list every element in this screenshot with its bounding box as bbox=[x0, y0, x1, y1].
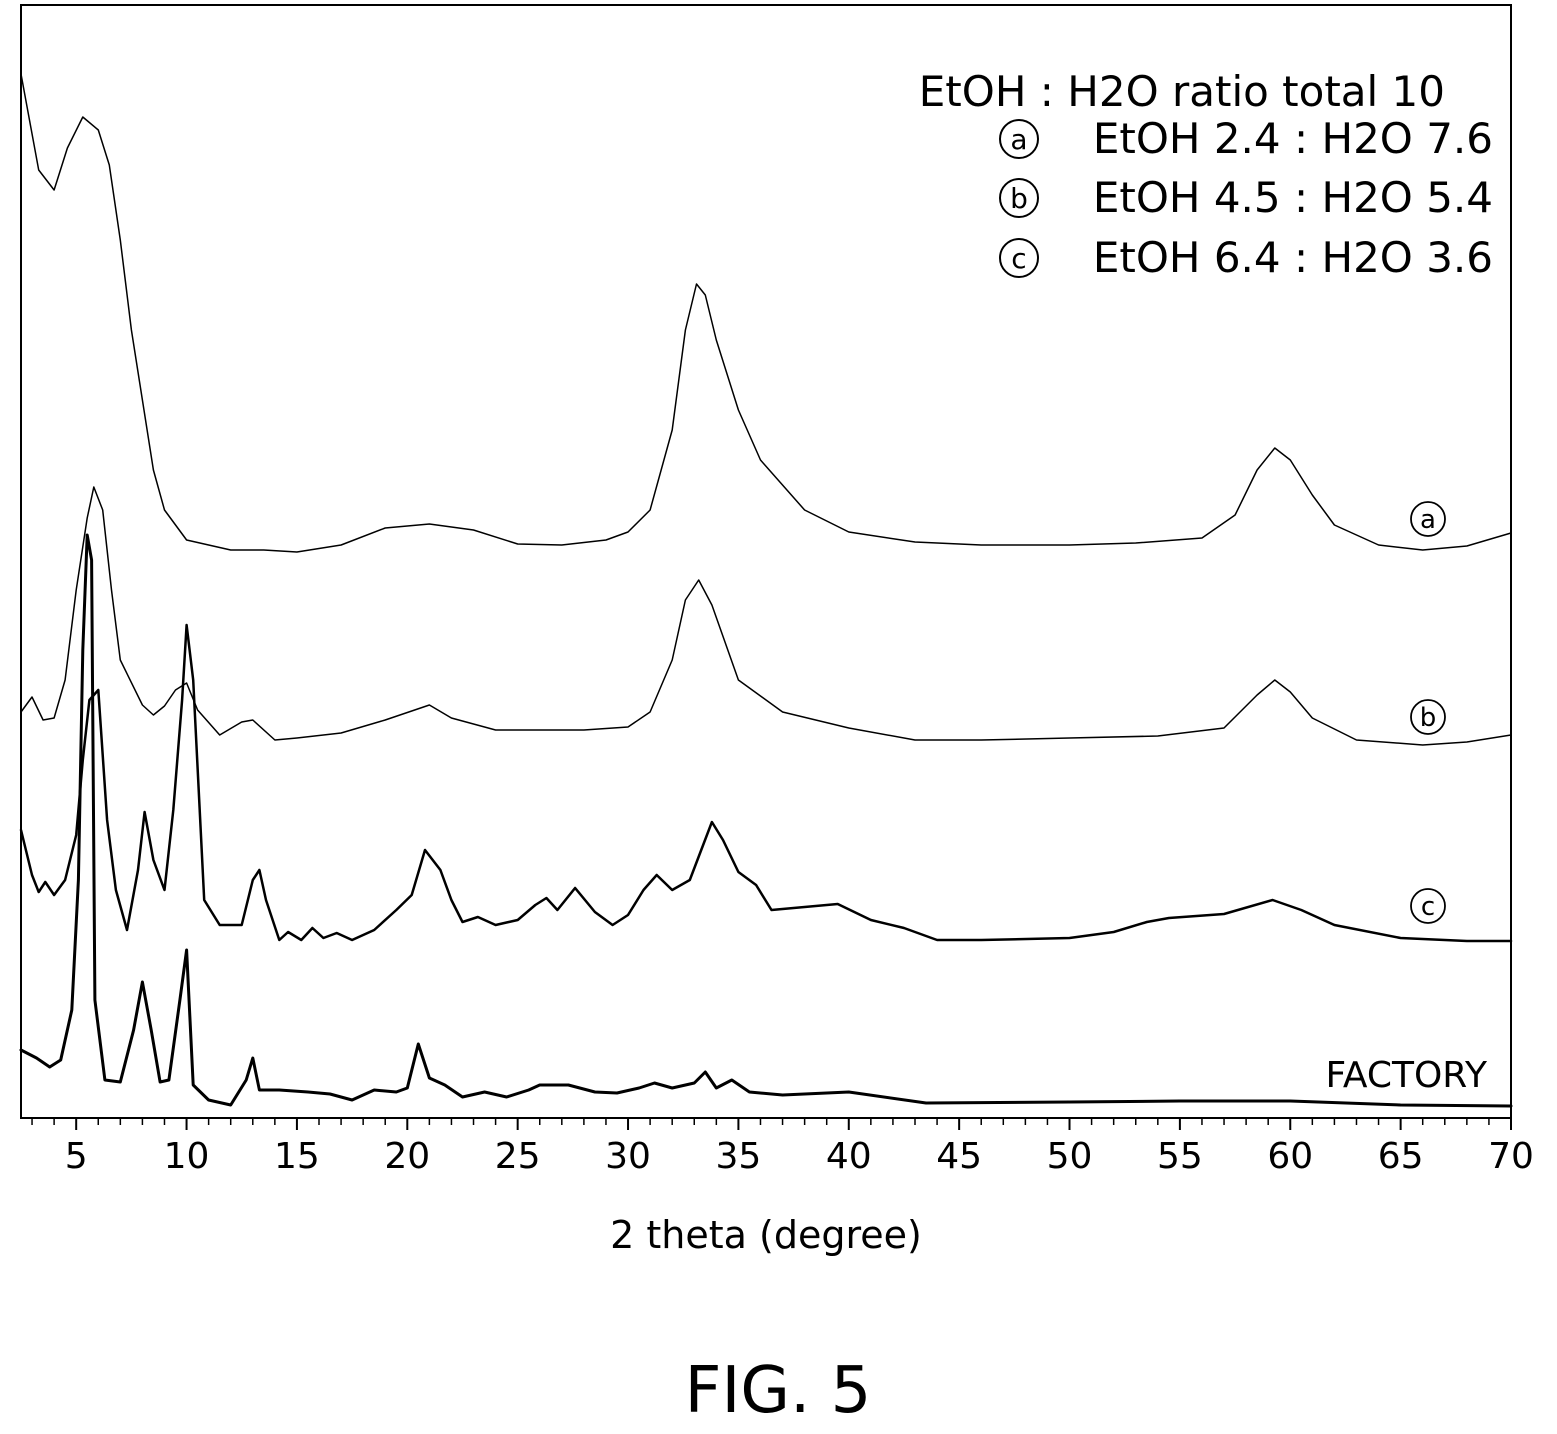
x-tick-label: 55 bbox=[1157, 1136, 1203, 1177]
series-lines bbox=[19, 73, 1513, 1108]
legend-marker-letter: a bbox=[1010, 123, 1027, 156]
series-label-circle bbox=[1410, 501, 1446, 537]
x-tick-label: 15 bbox=[274, 1136, 320, 1177]
x-tick-label: 60 bbox=[1267, 1136, 1313, 1177]
plot-frame bbox=[20, 4, 1512, 1119]
series-label-c: c bbox=[1421, 892, 1435, 922]
series-label-circle bbox=[1410, 699, 1446, 735]
x-tick-label: 35 bbox=[716, 1136, 762, 1177]
x-tick-label: 10 bbox=[164, 1136, 210, 1177]
legend-marker-letter: c bbox=[1011, 242, 1026, 275]
x-tick-label: 40 bbox=[826, 1136, 872, 1177]
x-tick-label: 65 bbox=[1378, 1136, 1424, 1177]
x-tick-label: 50 bbox=[1047, 1136, 1093, 1177]
series-label-factory: FACTORY bbox=[1325, 1055, 1488, 1096]
legend-title: EtOH : H2O ratio total 10 bbox=[919, 67, 1445, 116]
x-tick-label: 25 bbox=[495, 1136, 541, 1177]
x-tick-label: 45 bbox=[936, 1136, 982, 1177]
series-line-a bbox=[20, 73, 1512, 553]
legend-entries: a EtOH 2.4 : H2O 7.6 b EtOH 4.5 : H2O 5.4 c E… bbox=[999, 114, 1493, 282]
legend-marker-letter: b bbox=[1010, 182, 1028, 215]
legend: EtOH : H2O ratio total 10 a EtOH 2.4 : H2… bbox=[919, 67, 1493, 282]
series-end-labels: a b c FACTORY bbox=[1325, 501, 1488, 1096]
legend-entry-text: EtOH 2.4 : H2O 7.6 bbox=[1093, 114, 1493, 163]
x-axis-title: 2 theta (degree) bbox=[610, 1213, 922, 1257]
x-tick-label: 20 bbox=[384, 1136, 430, 1177]
x-axis-ticks bbox=[31, 1118, 1512, 1130]
x-axis-tick-labels: 5 10 15 20 25 30 35 40 45 50 55 60 65 70 bbox=[65, 1136, 1534, 1177]
figure-caption: FIG. 5 bbox=[685, 1354, 872, 1428]
x-tick-label: 30 bbox=[605, 1136, 651, 1177]
series-label-a: a bbox=[1420, 505, 1436, 535]
legend-marker-circle bbox=[999, 178, 1039, 218]
series-line-factory bbox=[19, 533, 1513, 1108]
x-tick-label: 70 bbox=[1488, 1136, 1534, 1177]
series-label-circle bbox=[1410, 888, 1446, 924]
series-line-b bbox=[20, 486, 1512, 746]
legend-entry-text: EtOH 4.5 : H2O 5.4 bbox=[1093, 173, 1493, 222]
legend-marker-circle bbox=[999, 238, 1039, 278]
series-label-b: b bbox=[1420, 703, 1437, 733]
legend-entry-text: EtOH 6.4 : H2O 3.6 bbox=[1093, 233, 1493, 282]
legend-marker-circle bbox=[999, 119, 1039, 159]
series-line-c bbox=[19, 623, 1513, 943]
x-tick-label: 5 bbox=[65, 1136, 88, 1177]
